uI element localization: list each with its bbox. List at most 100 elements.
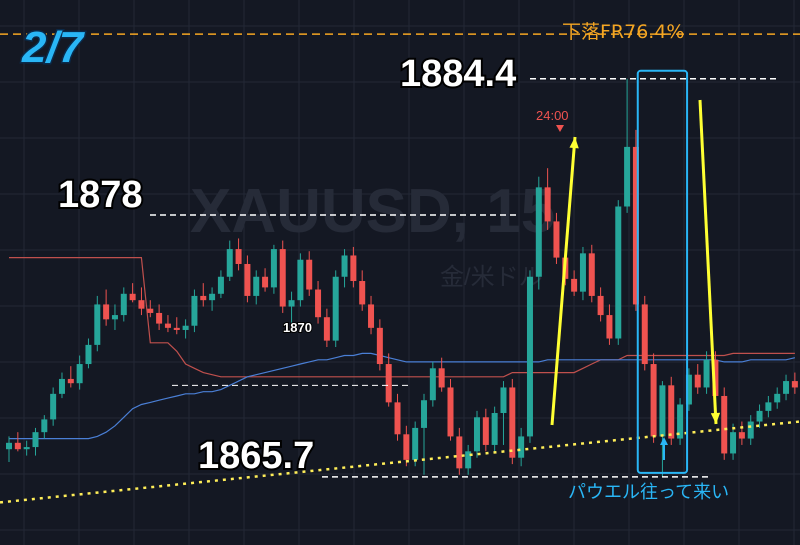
level-label-1870: 1870: [283, 320, 312, 335]
candle-body: [147, 308, 154, 313]
candle-body: [368, 304, 375, 328]
candle-body: [421, 400, 428, 428]
ma-blue-line: [9, 352, 796, 440]
candle-body: [509, 387, 516, 458]
candle-body: [544, 187, 551, 222]
candle-body: [624, 146, 631, 207]
candle-body: [129, 293, 136, 301]
candle-body: [173, 327, 180, 330]
down-arrow: [698, 99, 718, 425]
candle-body: [76, 364, 83, 384]
candle-body: [120, 293, 127, 316]
watermark-symbol: XAUUSD, 15: [190, 177, 555, 246]
candle-body: [774, 393, 781, 403]
candle-body: [500, 387, 507, 414]
annotations: [0, 33, 800, 504]
watermark-subtitle: 金/米ドル: [440, 264, 543, 291]
watermark: XAUUSD, 15 金/米ドル: [190, 177, 555, 291]
candle-body: [138, 300, 145, 309]
candle-body: [14, 442, 21, 450]
candle-body: [359, 281, 366, 305]
candle-body: [67, 378, 74, 384]
time-marker-icon: [556, 125, 564, 132]
candle-body: [341, 255, 348, 277]
candle-body: [721, 395, 728, 454]
up-arrow-head: [569, 137, 579, 149]
candle-body: [632, 146, 639, 305]
candle-body: [650, 364, 657, 437]
support-trendline: [0, 420, 800, 504]
candle-body: [615, 206, 622, 339]
candle-body: [473, 417, 480, 452]
candle-body: [491, 413, 498, 445]
candle-body: [765, 402, 772, 411]
up-arrow: [550, 136, 577, 426]
candle-body: [297, 259, 304, 301]
candle-body: [730, 432, 737, 454]
candle-body: [6, 442, 12, 450]
fib-label: 下落FR76.4%: [562, 21, 685, 43]
candle-body: [394, 402, 401, 435]
candle-body: [385, 364, 392, 403]
candle-body: [677, 404, 684, 439]
candle-body: [103, 304, 110, 320]
highlight-box: [636, 69, 689, 474]
candle-body: [58, 378, 65, 394]
candle-body: [376, 327, 383, 365]
candle-body: [429, 368, 436, 401]
candle-body: [217, 276, 224, 294]
candle-body: [200, 295, 207, 301]
candles: [6, 78, 798, 477]
candle-body: [209, 293, 216, 301]
candle-body: [791, 381, 798, 388]
candle-body: [659, 385, 666, 437]
candle-body: [747, 421, 754, 439]
candle-body: [738, 432, 745, 439]
candle-body: [588, 253, 595, 296]
candle-body: [712, 359, 719, 396]
time-marker-label: 24:00: [536, 108, 569, 123]
moving-averages: [9, 257, 796, 440]
candle-body: [694, 374, 701, 388]
candle-body: [332, 276, 339, 341]
level-label-1884: 1884.4: [400, 53, 516, 95]
candle-body: [306, 259, 313, 290]
candle-body: [783, 381, 790, 394]
candle-body: [270, 249, 277, 288]
candle-body: [23, 447, 30, 450]
candle-body: [641, 304, 648, 365]
candle-body: [535, 187, 542, 277]
candle-body: [482, 417, 489, 445]
candle-body: [182, 325, 189, 330]
candle-body: [85, 344, 92, 365]
candle-body: [553, 221, 560, 258]
ma-red-line: [9, 257, 795, 378]
down-arrow-head: [710, 412, 721, 424]
candle-body: [412, 427, 419, 460]
candle-body: [156, 312, 163, 324]
candle-body: [606, 315, 613, 339]
candle-body: [456, 436, 463, 469]
candle-body: [597, 295, 604, 316]
candle-body: [41, 419, 48, 433]
candle-body: [226, 249, 233, 277]
candle-body: [685, 374, 692, 405]
candle-body: [518, 436, 525, 458]
candle-body: [465, 451, 472, 469]
candle-body: [244, 263, 251, 296]
candle-body: [32, 432, 39, 448]
candle-body: [288, 300, 295, 307]
candle-body: [164, 323, 171, 328]
event-label: パウエル往って来い: [568, 482, 729, 503]
candle-body: [579, 253, 586, 292]
candle-body: [447, 387, 454, 437]
candle-body: [323, 317, 330, 341]
date-label: 2/7: [21, 23, 86, 72]
candle-body: [571, 278, 578, 292]
candle-body: [315, 289, 322, 318]
candle-body: [235, 249, 242, 264]
candle-body: [703, 359, 710, 388]
